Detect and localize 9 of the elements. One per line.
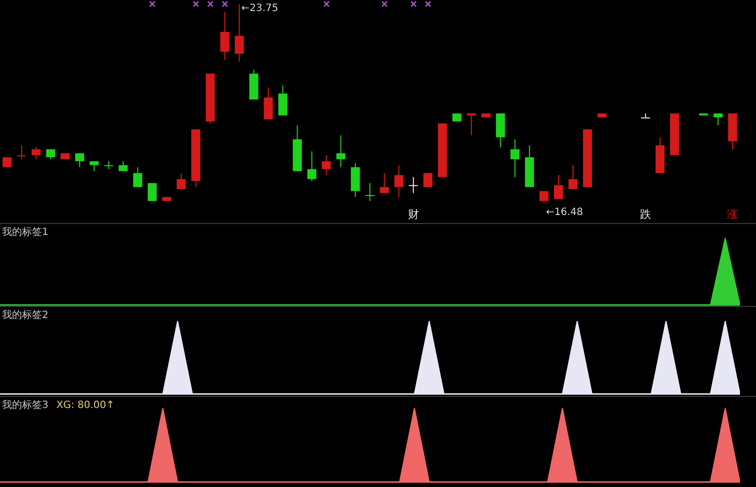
chart-title: 我的标签2	[2, 310, 48, 321]
annotation: ←16.48	[546, 207, 583, 218]
text: 涨	[727, 208, 738, 221]
chart-title: 我的标签1	[2, 227, 48, 238]
text: 财	[408, 208, 419, 221]
chart-title: 我的标签3	[2, 400, 48, 411]
text: 跌	[640, 208, 652, 221]
chart-subtitle: XG: 80.00↑	[56, 400, 115, 411]
annotation: ←23.75	[241, 3, 278, 14]
